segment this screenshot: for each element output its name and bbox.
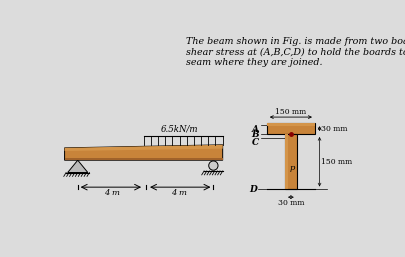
Polygon shape: [64, 145, 223, 160]
Polygon shape: [285, 134, 297, 189]
Text: 6.5kN/m: 6.5kN/m: [160, 124, 198, 133]
Polygon shape: [267, 123, 315, 134]
Polygon shape: [64, 158, 223, 160]
Text: 150 mm: 150 mm: [275, 108, 307, 116]
Polygon shape: [68, 160, 88, 172]
Circle shape: [209, 161, 218, 170]
Text: D: D: [249, 185, 257, 194]
Text: 30 mm: 30 mm: [277, 199, 304, 207]
Polygon shape: [267, 123, 315, 126]
Polygon shape: [285, 134, 288, 189]
Text: The beam shown in Fig. is made from two boards. Draw the
shear stress at (A,B,C,: The beam shown in Fig. is made from two …: [186, 37, 405, 67]
Text: 150 mm: 150 mm: [321, 158, 352, 166]
Text: B: B: [252, 130, 259, 139]
Text: p: p: [290, 164, 295, 172]
Text: A: A: [252, 125, 259, 134]
Text: 4 m: 4 m: [104, 189, 119, 197]
Text: 4 m: 4 m: [171, 189, 188, 197]
Text: 30 mm: 30 mm: [321, 125, 347, 133]
Text: C: C: [252, 138, 259, 147]
Polygon shape: [64, 145, 223, 151]
